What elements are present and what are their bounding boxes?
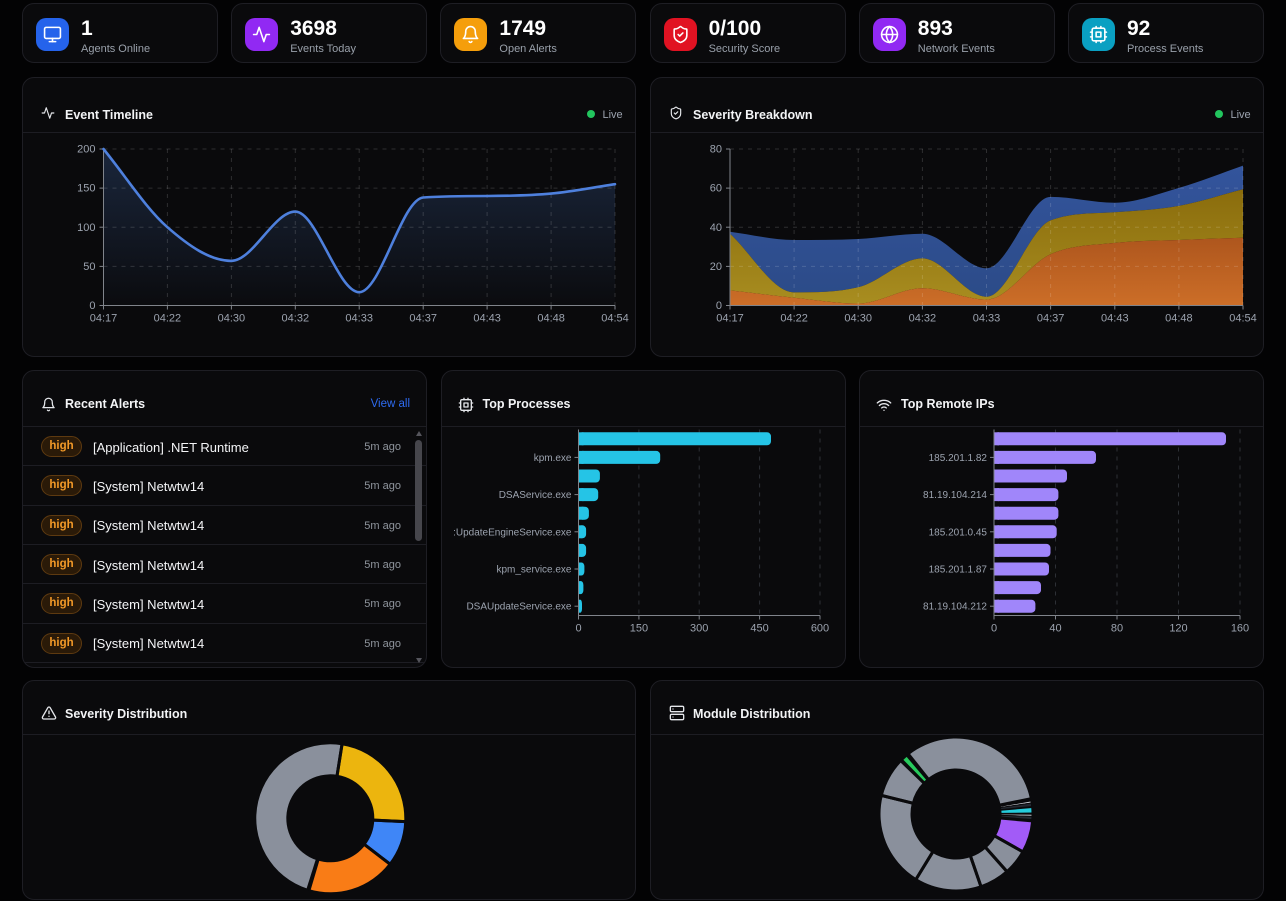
- svg-text:150: 150: [77, 183, 95, 195]
- svg-text:04:22: 04:22: [154, 313, 182, 325]
- svg-text:04:33: 04:33: [345, 313, 373, 325]
- svg-text:40: 40: [1049, 622, 1061, 634]
- svg-text:200: 200: [77, 144, 95, 156]
- svg-text:185.201.1.82: 185.201.1.82: [929, 452, 988, 463]
- svg-text:100: 100: [77, 222, 95, 234]
- svg-text:04:37: 04:37: [409, 313, 437, 325]
- svg-text:185.201.0.45: 185.201.0.45: [929, 527, 988, 538]
- svg-text:04:30: 04:30: [844, 313, 872, 325]
- svg-text:20: 20: [710, 261, 722, 273]
- svg-text:04:37: 04:37: [1037, 313, 1065, 325]
- svg-text:kpm_service.exe: kpm_service.exe: [496, 564, 571, 575]
- svg-text:04:43: 04:43: [473, 313, 501, 325]
- svg-text:04:32: 04:32: [909, 313, 937, 325]
- svg-text:04:33: 04:33: [973, 313, 1001, 325]
- svg-text:81.19.104.212: 81.19.104.212: [923, 601, 987, 612]
- svg-text:DSAUpdateService.exe: DSAUpdateService.exe: [466, 601, 571, 612]
- svg-text:DSAService.exe: DSAService.exe: [498, 490, 571, 501]
- svg-text:kpm.exe: kpm.exe: [533, 452, 571, 463]
- svg-text:80: 80: [1111, 622, 1123, 634]
- svg-text:04:48: 04:48: [1165, 313, 1193, 325]
- svg-text:04:48: 04:48: [537, 313, 565, 325]
- svg-text:120: 120: [1169, 622, 1187, 634]
- svg-text:40: 40: [710, 222, 722, 234]
- svg-text:04:17: 04:17: [716, 313, 744, 325]
- svg-text:04:54: 04:54: [1229, 313, 1257, 325]
- svg-text:04:32: 04:32: [282, 313, 310, 325]
- svg-text:0: 0: [991, 622, 997, 634]
- svg-text:50: 50: [83, 261, 95, 273]
- svg-text:04:22: 04:22: [780, 313, 808, 325]
- svg-text:0: 0: [716, 300, 722, 312]
- svg-text:0: 0: [89, 300, 95, 312]
- svg-text:81.19.104.214: 81.19.104.214: [923, 490, 987, 501]
- svg-text:04:43: 04:43: [1101, 313, 1129, 325]
- svg-text:150: 150: [629, 622, 647, 634]
- svg-text:80: 80: [710, 144, 722, 156]
- svg-text:600: 600: [810, 622, 828, 634]
- svg-text:04:17: 04:17: [90, 313, 118, 325]
- svg-text:185.201.1.87: 185.201.1.87: [929, 564, 988, 575]
- svg-text:04:30: 04:30: [218, 313, 246, 325]
- svg-text:450: 450: [750, 622, 768, 634]
- svg-text:0: 0: [575, 622, 581, 634]
- svg-text:300: 300: [690, 622, 708, 634]
- svg-text:160: 160: [1231, 622, 1249, 634]
- svg-text:04:54: 04:54: [601, 313, 629, 325]
- svg-text::UpdateEngineService.exe: :UpdateEngineService.exe: [453, 527, 572, 538]
- svg-text:60: 60: [710, 183, 722, 195]
